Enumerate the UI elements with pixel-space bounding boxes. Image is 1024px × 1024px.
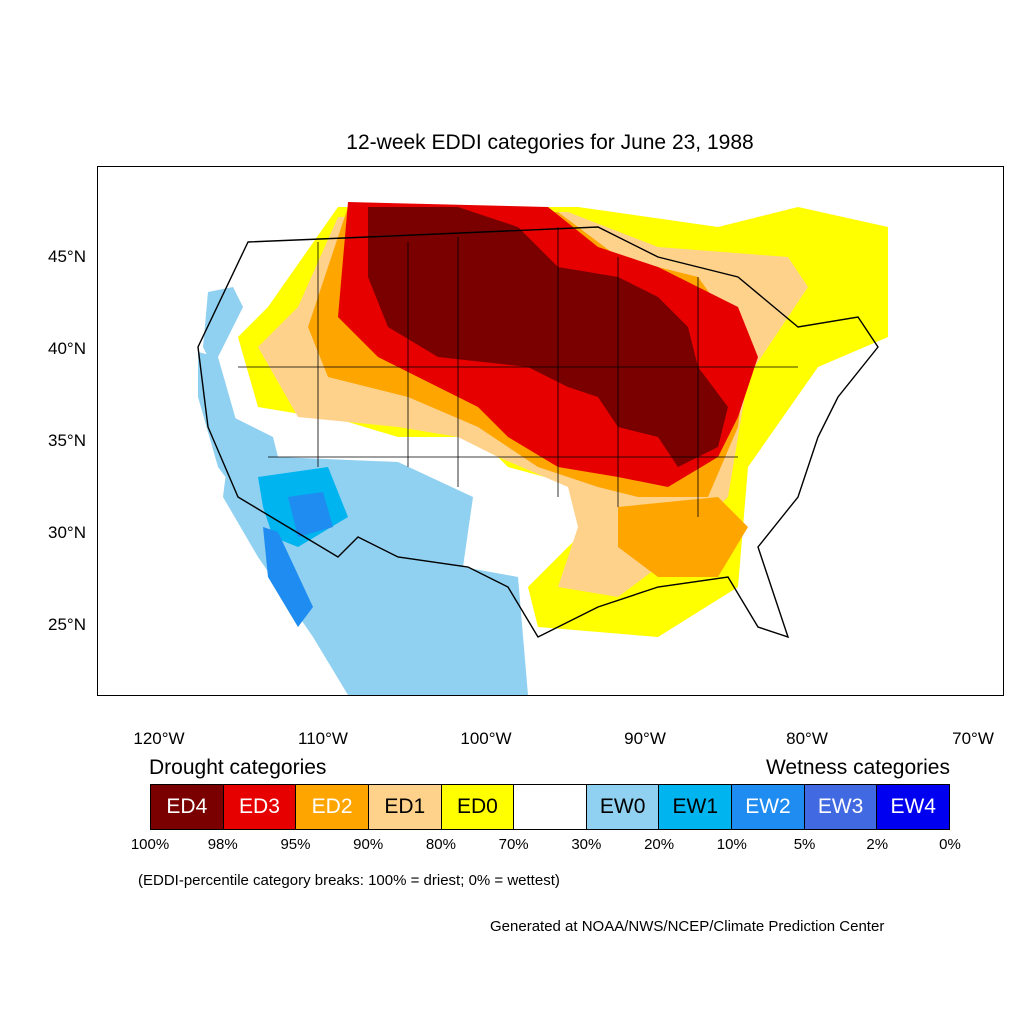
legend-cell-ed0: ED0 — [441, 785, 515, 829]
lat-label-25: 25°N — [48, 615, 86, 634]
legend-break-label: 95% — [280, 836, 311, 853]
lon-label-100: 100°W — [460, 729, 512, 748]
lat-label-35: 35°N — [48, 431, 86, 450]
lat-label-30: 30°N — [48, 523, 86, 542]
legend-break-label: 2% — [866, 836, 889, 853]
legend-break-label: 90% — [353, 836, 384, 853]
legend-break-label: 70% — [498, 836, 529, 853]
lon-label-70: 70°W — [952, 729, 994, 748]
legend-cell-ed2: ED2 — [296, 785, 369, 829]
us-outline — [197, 226, 879, 639]
credit-line: Generated at NOAA/NWS/NCEP/Climate Predi… — [490, 918, 885, 935]
legend-break-label: 30% — [571, 836, 602, 853]
eddi-map — [197, 202, 888, 695]
lat-label-40: 40°N — [48, 339, 86, 358]
legend-break-label: 80% — [425, 836, 456, 853]
state-line-2 — [238, 366, 798, 458]
wetness-categories-title: Wetness categories — [765, 756, 950, 779]
legend-break-label: 5% — [793, 836, 816, 853]
category-note: (EDDI-percentile category breaks: 100% =… — [138, 872, 560, 889]
wet-region-west-coast — [198, 352, 238, 487]
map-title: 12-week EDDI categories for June 23, 198… — [346, 131, 754, 154]
legend-break-label: 98% — [207, 836, 238, 853]
legend-cell-neutral — [514, 785, 587, 829]
state-line-1 — [317, 227, 699, 517]
legend-cell-ew2: EW2 — [732, 785, 805, 829]
drought-region-ed2-south — [618, 497, 748, 577]
wet-region-pacific-nw — [203, 287, 243, 367]
legend-cell-ed1: ED1 — [368, 785, 442, 829]
legend-colorbar: ED4 ED3 ED2 ED1 ED0 EW0 EW1 EW2 EW3 EW4 — [150, 784, 950, 830]
wet-region-ew1-coast — [263, 527, 313, 627]
legend-break-label: 20% — [644, 836, 675, 853]
legend-break-label: 100% — [130, 836, 170, 853]
drought-categories-title: Drought categories — [149, 756, 327, 779]
legend-cell-ew3: EW3 — [804, 785, 878, 829]
lon-label-110: 110°W — [298, 729, 348, 748]
map-frame — [97, 166, 1004, 696]
legend-cell-ed4: ED4 — [151, 785, 224, 829]
lon-label-90: 90°W — [624, 729, 666, 748]
legend-cell-ed3: ED3 — [223, 785, 297, 829]
lon-label-120: 120°W — [133, 729, 185, 748]
legend-cell-ew0: EW0 — [586, 785, 660, 829]
lat-label-45: 45°N — [48, 247, 86, 266]
legend-break-label: 10% — [716, 836, 747, 853]
legend-break-label: 0% — [939, 836, 961, 853]
legend-cell-ew1: EW1 — [659, 785, 733, 829]
lon-label-80: 80°W — [786, 729, 828, 748]
wet-region-ew2 — [288, 492, 333, 537]
legend-cell-ew4: EW4 — [877, 785, 950, 829]
